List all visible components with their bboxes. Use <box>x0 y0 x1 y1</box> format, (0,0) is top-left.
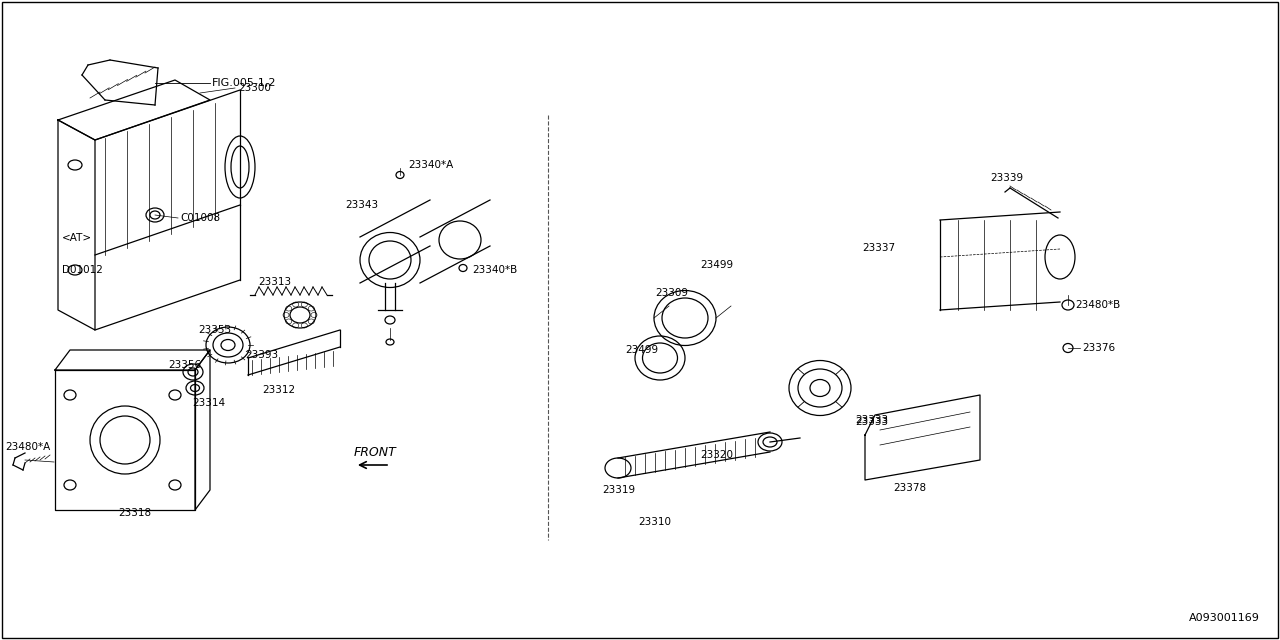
Text: 23337: 23337 <box>861 243 895 253</box>
Text: FIG.005-1,2: FIG.005-1,2 <box>212 78 276 88</box>
Text: 23313: 23313 <box>259 277 291 287</box>
Text: 23333: 23333 <box>855 415 888 425</box>
Text: 23356: 23356 <box>168 360 201 370</box>
Text: 23319: 23319 <box>602 485 635 495</box>
Text: 23499: 23499 <box>625 345 658 355</box>
Text: 23312: 23312 <box>262 385 296 395</box>
Text: D01012: D01012 <box>61 265 102 275</box>
Text: 23499: 23499 <box>700 260 733 270</box>
Text: 23340*B: 23340*B <box>472 265 517 275</box>
Text: 23340*A: 23340*A <box>408 160 453 170</box>
Text: A093001169: A093001169 <box>1189 613 1260 623</box>
Text: 23378: 23378 <box>893 483 927 493</box>
Text: <AT>: <AT> <box>61 233 92 243</box>
Text: 23320: 23320 <box>700 450 733 460</box>
Text: FRONT: FRONT <box>353 445 397 458</box>
Text: 23480*A: 23480*A <box>5 442 50 452</box>
Text: 23339: 23339 <box>989 173 1023 183</box>
Text: 23480*B: 23480*B <box>1075 300 1120 310</box>
Text: 23314: 23314 <box>192 398 225 408</box>
Text: 23310: 23310 <box>637 517 671 527</box>
Text: 23318: 23318 <box>119 508 151 518</box>
Text: 23393: 23393 <box>244 350 278 360</box>
Text: 23309: 23309 <box>655 288 689 298</box>
Text: 23343: 23343 <box>346 200 378 210</box>
Text: C01008: C01008 <box>180 213 220 223</box>
Text: 23353: 23353 <box>198 325 232 335</box>
Text: 23300: 23300 <box>238 83 271 93</box>
Text: 23333: 23333 <box>855 417 888 427</box>
Text: 23376: 23376 <box>1082 343 1115 353</box>
